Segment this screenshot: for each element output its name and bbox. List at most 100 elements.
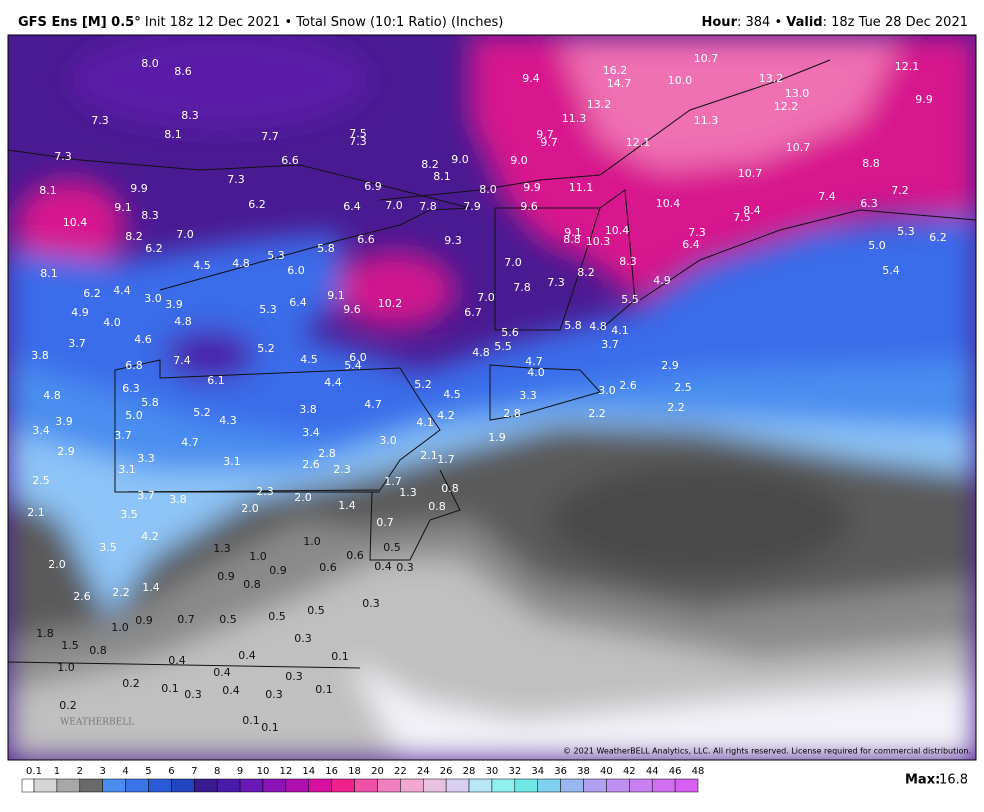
snow-amount-label: 3.7 (114, 429, 132, 442)
snow-amount-label: 1.0 (111, 621, 129, 634)
colorbar-tick-label: 9 (237, 766, 243, 777)
snow-amount-label: 5.5 (494, 340, 512, 353)
snow-amount-label: 5.2 (414, 378, 432, 391)
snow-amount-label: 4.8 (232, 257, 250, 270)
snow-amount-label: 1.3 (399, 486, 417, 499)
snow-amount-label: 1.4 (142, 581, 160, 594)
snow-amount-label: 2.8 (503, 407, 521, 420)
colorbar-swatch (445, 778, 470, 793)
colorbar-swatch (102, 778, 126, 793)
snow-amount-label: 2.0 (294, 491, 312, 504)
snow-amount-label: 4.8 (174, 315, 192, 328)
snow-amount-label: 2.9 (57, 445, 75, 458)
colorbar-tick-label: 34 (531, 766, 544, 777)
snow-amount-label: 3.3 (137, 452, 155, 465)
map-labels: 8.08.67.3 8.38.1 7.7 7.57.36.67.37.38.2 9.0 9… (27, 52, 947, 734)
snow-amount-label: 6.2 (248, 198, 266, 211)
snow-amount-label: 7.4 (818, 190, 836, 203)
colorbar-swatch (21, 778, 35, 793)
colorbar-swatch (629, 778, 653, 793)
snow-amount-label: 8.1 (40, 267, 58, 280)
snow-amount-label: 8.2 (421, 158, 439, 171)
snow-amount-label: 9.9 (523, 181, 541, 194)
snow-amount-label: 5.2 (257, 342, 275, 355)
snow-amount-label: 3.8 (169, 493, 187, 506)
snow-amount-label: 10.4 (656, 197, 681, 210)
snow-amount-label: 5.5 (621, 293, 639, 306)
snow-amount-label: 0.8 (428, 500, 446, 513)
snow-amount-label: 8.3 (619, 255, 637, 268)
snow-amount-label: 1.0 (303, 535, 321, 548)
boundaries (8, 59, 976, 669)
colorbar-tick-label: 36 (554, 766, 567, 777)
snow-amount-label: 0.5 (383, 541, 401, 554)
snow-amount-label: 3.0 (379, 434, 397, 447)
snow-amount-label: 16.2 (603, 64, 628, 77)
snow-amount-label: 6.3 (860, 197, 878, 210)
snow-amount-label: 10.4 (63, 216, 88, 229)
colorbar-tick-label: 2 (77, 766, 83, 777)
snow-amount-label: 9.6 (343, 303, 361, 316)
snow-amount-label: 9.1 (327, 289, 345, 302)
snow-amount-label: 0.1 (161, 682, 179, 695)
snow-amount-label: 8.2 (577, 266, 595, 279)
snow-amount-label: 5.8 (317, 242, 335, 255)
snow-amount-label: 5.0 (868, 239, 886, 252)
snow-amount-label: 8.3 (181, 109, 199, 122)
snow-amount-label: 4.5 (193, 259, 211, 272)
colorbar-tick-label: 12 (279, 766, 292, 777)
snow-amount-label: 5.6 (501, 326, 519, 339)
snow-amount-label: 0.2 (59, 699, 77, 712)
snow-amount-label: 13.0 (785, 87, 810, 100)
map-field (8, 35, 976, 760)
colorbar-tick-label: 30 (486, 766, 499, 777)
snow-amount-label: 4.7 (525, 355, 543, 368)
colorbar-swatch (674, 778, 699, 793)
snow-amount-label: 3.5 (120, 508, 138, 521)
snow-amount-label: 4.2 (141, 530, 159, 543)
snow-amount-label: 11.1 (569, 181, 594, 194)
map-frame (7, 34, 977, 761)
snow-amount-label: 0.5 (268, 610, 286, 623)
colorbar-swatch (651, 778, 676, 793)
colorbar-swatch (239, 778, 264, 793)
snow-amount-label: 0.9 (269, 564, 287, 577)
snow-amount-label: 7.5 (349, 127, 367, 140)
snow-amount-label: 3.1 (118, 463, 136, 476)
snow-amount-label: 0.5 (219, 613, 237, 626)
snow-amount-label: 6.2 (929, 231, 947, 244)
snow-amount-label: 10.7 (694, 52, 719, 65)
snow-amount-label: 9.6 (520, 200, 538, 213)
snow-amount-label: 6.6 (281, 154, 299, 167)
snow-amount-label: 9.4 (522, 72, 540, 85)
colorbar-swatch (400, 778, 424, 793)
snow-amount-label: 4.0 (103, 316, 121, 329)
snow-amount-label: 1.0 (249, 550, 267, 563)
colorbar-tick-label: 7 (191, 766, 197, 777)
snow-amount-label: 3.9 (165, 298, 183, 311)
snow-amount-label: 0.3 (362, 597, 380, 610)
colorbar-swatch (79, 778, 103, 793)
snow-amount-label: 2.3 (256, 485, 274, 498)
snow-amount-label: 6.6 (357, 233, 375, 246)
snow-amount-label: 3.7 (137, 489, 155, 502)
snow-amount-label: 11.3 (562, 112, 587, 125)
snow-amount-label: 4.9 (71, 306, 89, 319)
snow-amount-label: 6.3 (122, 382, 140, 395)
snow-amount-label: 9.0 (510, 154, 528, 167)
snow-amount-label: 0.4 (374, 560, 392, 573)
snow-amount-label: 0.4 (222, 684, 240, 697)
colorbar-tick-label: 46 (669, 766, 682, 777)
snow-amount-label: 6.0 (287, 264, 305, 277)
snow-amount-label: 3.0 (144, 292, 162, 305)
colorbar-tick-label: 1 (54, 766, 60, 777)
snow-amount-label: 2.8 (318, 447, 336, 460)
snow-amount-label: 10.2 (378, 297, 403, 310)
colorbar-swatch (560, 778, 584, 793)
snow-amount-label: 4.1 (611, 324, 629, 337)
snow-amount-label: 8.3 (141, 209, 159, 222)
snow-amount-label: 3.5 (99, 541, 117, 554)
snow-amount-label: 4.7 (181, 436, 199, 449)
colorbar-tick-label: 10 (257, 766, 270, 777)
snow-amount-label: 3.4 (32, 424, 50, 437)
